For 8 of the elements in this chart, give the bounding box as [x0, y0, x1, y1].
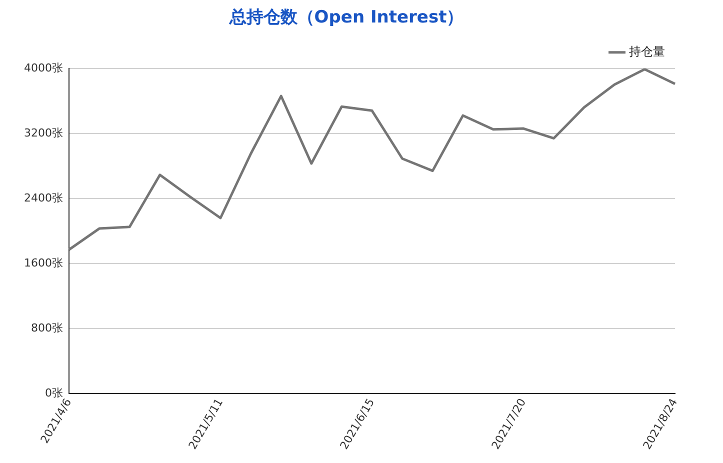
chart-title: 总持仓数（Open Interest） — [228, 8, 464, 28]
y-tick-label: 0张 — [44, 386, 63, 400]
y-tick-label: 3200张 — [24, 126, 63, 140]
y-tick-label: 4000张 — [24, 61, 63, 74]
legend-label: 持仓量 — [629, 44, 665, 59]
y-tick-label: 1600张 — [24, 256, 63, 270]
y-tick-label: 2400张 — [24, 191, 63, 204]
y-tick-label: 800张 — [30, 321, 63, 334]
